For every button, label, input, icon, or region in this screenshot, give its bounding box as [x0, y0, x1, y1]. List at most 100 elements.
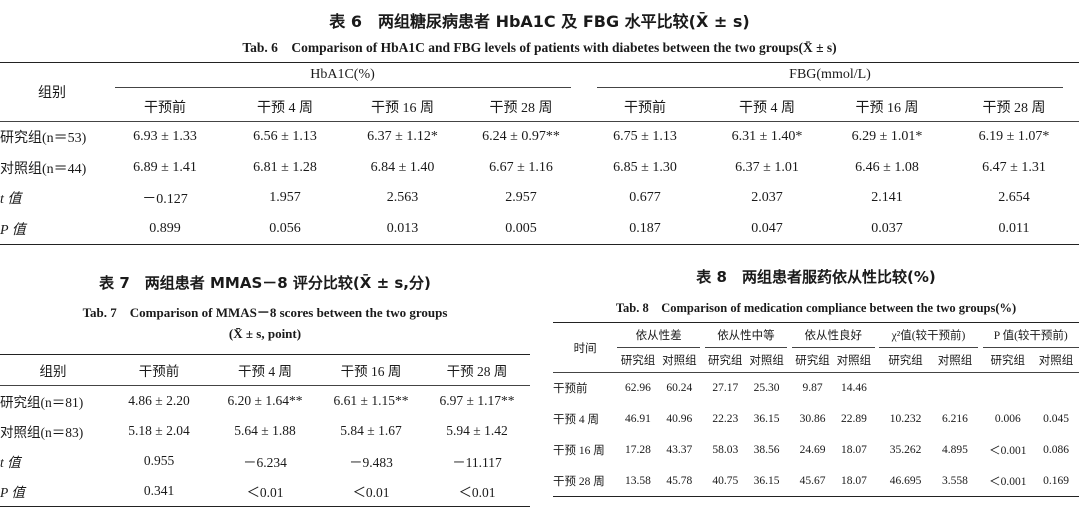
- table8-cell: 25.30: [753, 382, 780, 395]
- table6-subheader: 干预前: [104, 92, 226, 122]
- table8-cell: 40.75: [704, 465, 746, 498]
- table6-cell: 6.37 ± 1.12*: [367, 129, 438, 145]
- table8-cell: 6.216: [942, 413, 968, 426]
- table6-cell: 6.84 ± 1.40: [370, 159, 435, 175]
- table8-subheader: 对照组: [833, 347, 875, 373]
- table8-row-label: 干预 4 周: [553, 414, 599, 427]
- table6-header-fbg-label: FBG(mmol/L): [597, 67, 1063, 88]
- table7-cell: ＜0.01: [318, 476, 424, 507]
- table8-group-header: 依从性中等: [704, 322, 788, 348]
- table6-row-label: 对照组(n＝44): [0, 161, 87, 177]
- table7-header: 干预 16 周: [318, 354, 424, 386]
- table8-cell: 40.96: [666, 413, 693, 426]
- table7-cell: ＜0.01: [424, 476, 530, 507]
- table6-cell: 2.957: [505, 190, 537, 206]
- table8-cell: ＜0.001: [982, 465, 1034, 498]
- table6-subheader: 干预 16 周: [825, 92, 949, 122]
- table6-cell: 0.056: [226, 213, 344, 245]
- table8-subheader: 对照组: [1033, 347, 1079, 373]
- table6-cell: 6.81 ± 1.28: [253, 159, 317, 175]
- table8-cell: [1033, 373, 1079, 404]
- table8-row-label: 干预 28 周: [553, 465, 618, 498]
- table8-cell: 36.15: [745, 465, 788, 498]
- table7-cell: 5.18 ± 2.04: [128, 423, 190, 438]
- table8-cell: ＜0.001: [989, 444, 1027, 457]
- table6-cell: 2.037: [751, 190, 783, 206]
- table6-subheader: 干预 4 周: [709, 92, 825, 122]
- table8-cell: 9.87: [802, 382, 823, 395]
- table6-header-hba1c: HbA1C(%): [104, 62, 581, 92]
- table8-header-time: 时间: [553, 322, 618, 373]
- table6-cell: 2.141: [871, 190, 903, 206]
- table8-cell: 4.895: [942, 443, 968, 456]
- table8-cell: [983, 373, 1034, 404]
- table7-cell: 0.955: [143, 453, 175, 468]
- table8-row-label: 干预前: [553, 383, 588, 396]
- table8-cell: 35.262: [889, 443, 922, 456]
- table8-cell: 45.67: [791, 465, 834, 498]
- table6-cell: 6.67 ± 1.16: [489, 159, 553, 175]
- table7-title-en-2: (X̄ ± s, point): [0, 326, 530, 342]
- table8-cell: 17.28: [625, 443, 651, 456]
- table7-cell: －6.234: [243, 455, 287, 470]
- table8-title-en: Tab. 8 Comparison of medication complian…: [553, 297, 1079, 316]
- table6-subheader: 干预 4 周: [226, 92, 344, 122]
- table7: 组别 干预前 干预 4 周 干预 16 周 干预 28 周 研究组(n＝81) …: [0, 354, 530, 507]
- table8-cell: 46.91: [625, 413, 651, 426]
- table8-row-label: 干预 16 周: [553, 444, 605, 457]
- table-row: 研究组(n＝53) 6.93 ± 1.33 6.56 ± 1.13 6.37 ±…: [0, 122, 1079, 153]
- table7-title-en: Tab. 7 Comparison of MMAS－8 scores betwe…: [0, 302, 530, 321]
- table7-cell: 6.61 ± 1.15**: [333, 393, 409, 408]
- table6-subheader: 干预 28 周: [949, 92, 1079, 122]
- table6-cell: 6.56 ± 1.13: [253, 129, 317, 145]
- table6-title-cn: 表 6 两组糖尿病患者 HbA1C 及 FBG 水平比较(X̄ ± s): [0, 8, 1079, 32]
- table6-cell: 6.24 ± 0.97**: [482, 129, 560, 145]
- table7-header: 干预 28 周: [424, 354, 530, 386]
- table8-subheader: 研究组: [879, 347, 932, 373]
- table8-cell: 45.78: [658, 465, 700, 498]
- table6-cell: 6.89 ± 1.41: [133, 159, 197, 175]
- table7-cell: －9.483: [349, 455, 393, 470]
- table8-cell: [879, 373, 932, 404]
- table-row: 对照组(n＝44) 6.89 ± 1.41 6.81 ± 1.28 6.84 ±…: [0, 153, 1079, 184]
- table-row: 干预前 62.96 60.24 27.17 25.30 9.87 14.46: [553, 373, 1079, 404]
- table8-cell: 24.69: [799, 443, 826, 456]
- table8-cell: 27.17: [712, 382, 739, 395]
- table7-cell: 5.64 ± 1.88: [234, 423, 296, 438]
- table8-group-header: χ²值(较干预前): [879, 322, 978, 348]
- table8-title-cn: 表 8 两组患者服药依从性比较(%): [553, 266, 1079, 287]
- table7-cell: 5.94 ± 1.42: [446, 423, 508, 438]
- table8-cell: 58.03: [712, 443, 739, 456]
- table6-cell: 0.013: [344, 213, 461, 245]
- table6-subheader: 干预 28 周: [461, 92, 581, 122]
- table6-cell: 0.187: [581, 213, 709, 245]
- table8-cell: 14.46: [840, 382, 867, 395]
- table8-group-header: 依从性差: [617, 322, 700, 348]
- table6-cell: －0.127: [142, 192, 188, 208]
- table7-title-cn: 表 7 两组患者 MMAS－8 评分比较(X̄ ± s,分): [0, 272, 530, 293]
- table6-cell: 1.957: [269, 190, 301, 206]
- table6-row-label: P 值: [0, 213, 104, 245]
- table8-cell: 22.23: [712, 413, 739, 426]
- table8-subheader: 对照组: [745, 347, 788, 373]
- table-row: 干预 16 周 17.28 43.37 58.03 38.56 24.69 18…: [553, 435, 1079, 466]
- table6-cell: 0.677: [629, 190, 661, 206]
- table6-row-label: 研究组(n＝53): [0, 131, 87, 147]
- table8-cell: 18.07: [833, 465, 875, 498]
- table6-cell: 6.31 ± 1.40*: [731, 129, 803, 145]
- table8: 时间 依从性差 依从性中等 依从性良好 χ²值(较干预前) P 值(较干预前) …: [553, 322, 1079, 498]
- table6-cell: 0.011: [949, 213, 1079, 245]
- table8-cell: 0.006: [994, 413, 1021, 426]
- table8-title-cn-text: 表 8 两组患者服药依从性比较(%): [696, 268, 936, 286]
- table-row: 对照组(n＝83) 5.18 ± 2.04 5.64 ± 1.88 5.84 ±…: [0, 416, 530, 446]
- table-row: 干预 28 周 13.58 45.78 40.75 36.15 45.67 18…: [553, 465, 1079, 498]
- table8-cell: 0.045: [1043, 413, 1069, 426]
- table6-cell: 2.654: [998, 190, 1030, 206]
- table7-cell: 4.86 ± 2.20: [128, 393, 190, 408]
- table8-cell: [932, 373, 978, 404]
- table8-cell: 3.558: [931, 465, 978, 498]
- table7-row-label: 对照组(n＝83): [0, 425, 84, 440]
- table8-cell: 46.695: [879, 465, 932, 498]
- table6-cell: 0.005: [461, 213, 581, 245]
- table6-row-label: t 值: [0, 192, 22, 208]
